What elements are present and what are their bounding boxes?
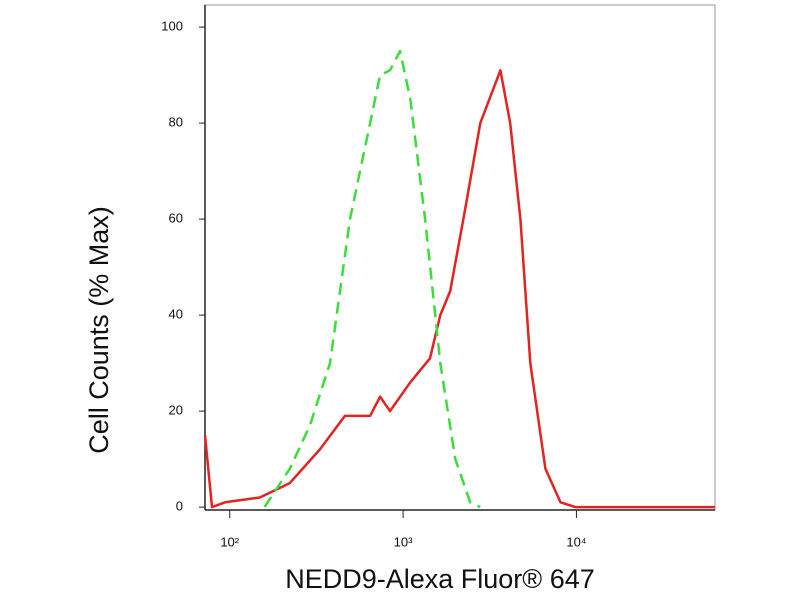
y-tick-label: 60 <box>169 211 183 226</box>
x-tick-label: 10⁴ <box>566 534 586 549</box>
histogram-line <box>203 69 715 509</box>
y-tick-label: 40 <box>169 307 183 322</box>
histogram-line <box>263 49 481 509</box>
x-tick-label: 10² <box>220 534 239 549</box>
y-tick-label: 80 <box>169 115 183 130</box>
x-axis-title: NEDD9-Alexa Fluor® 647 <box>285 564 595 594</box>
y-tick-label: 100 <box>161 19 183 34</box>
y-axis-title: Cell Counts (% Max) <box>84 206 114 454</box>
plot-frame <box>204 4 716 511</box>
x-tick-label: 10³ <box>394 534 413 549</box>
y-tick-label: 0 <box>176 499 183 514</box>
y-tick-label: 20 <box>169 403 183 418</box>
